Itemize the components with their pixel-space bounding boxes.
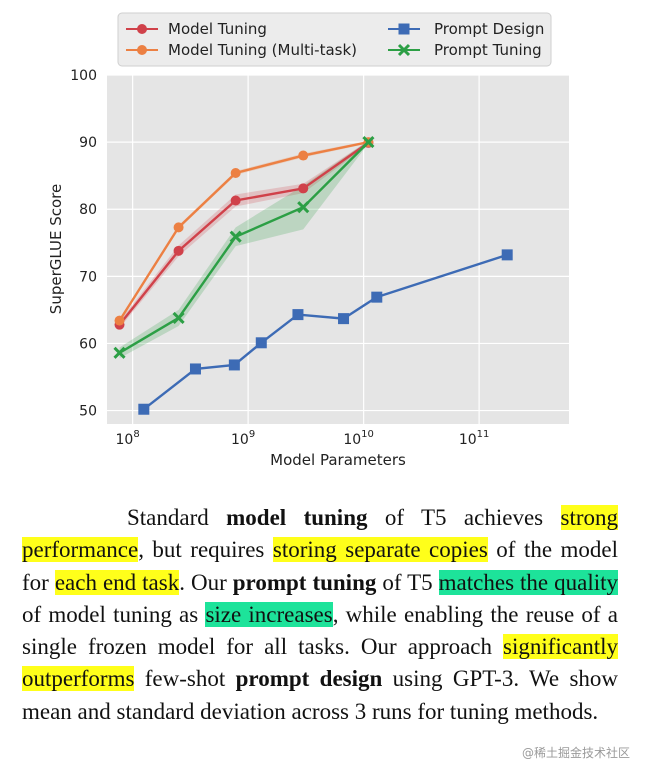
data-point bbox=[501, 249, 513, 261]
caption-highlight-matches-quality: matches the quality bbox=[438, 569, 619, 595]
series-markers bbox=[113, 136, 513, 415]
caption-text: Standard bbox=[127, 505, 227, 530]
data-point bbox=[173, 222, 184, 233]
legend-box bbox=[117, 12, 552, 67]
figure-caption: Standard model tuning of T5 achieves str… bbox=[22, 502, 618, 728]
x-tick-label: 109 bbox=[231, 429, 255, 448]
legend-item-model-tuning: Model Tuning bbox=[126, 20, 267, 38]
data-point bbox=[228, 359, 240, 371]
caption-highlight-storing-copies: storing separate copies bbox=[272, 537, 488, 563]
data-point bbox=[173, 245, 184, 256]
legend-item-model-tuning-multitask: Model Tuning (Multi-task) bbox=[126, 41, 357, 59]
caption-bold-model-tuning: model tuning bbox=[226, 505, 368, 530]
legend-item-prompt-tuning: Prompt Tuning bbox=[388, 41, 542, 59]
series-line bbox=[143, 253, 508, 411]
caption-text: of T5 achieves bbox=[367, 505, 561, 530]
y-tick-label: 100 bbox=[70, 68, 97, 84]
data-point bbox=[229, 230, 242, 243]
data-point bbox=[189, 363, 201, 375]
caption-text: , but requires bbox=[138, 537, 273, 563]
watermark: @稀土掘金技术社区 bbox=[521, 746, 630, 760]
caption-highlight-each-end-task: each end task bbox=[54, 569, 180, 595]
x-tick-exponent: 11 bbox=[477, 429, 490, 440]
caption-bold-prompt-design: prompt design bbox=[235, 666, 383, 692]
data-point bbox=[113, 346, 126, 359]
data-point bbox=[255, 337, 267, 349]
legend-label: Model Tuning bbox=[168, 20, 267, 38]
y-tick-label: 60 bbox=[79, 336, 97, 352]
caption-text: . Our bbox=[179, 569, 233, 595]
legend-marker-circle bbox=[137, 24, 147, 34]
data-point bbox=[371, 291, 383, 303]
data-point bbox=[298, 183, 309, 194]
caption-text: using GPT-3. We show mean and standard d… bbox=[22, 666, 619, 724]
y-tick-label: 90 bbox=[79, 135, 97, 151]
legend-marker-square bbox=[398, 23, 410, 35]
caption-text: of the model for bbox=[22, 537, 619, 595]
x-axis-label: Model Parameters bbox=[270, 451, 406, 469]
x-tick-labels: 108 109 1010 1011 bbox=[116, 429, 490, 448]
caption-bold-prompt-tuning: prompt tuning bbox=[232, 569, 377, 595]
legend-marker-x bbox=[397, 43, 411, 57]
caption-text: , while enabling the reuse of a single f… bbox=[22, 601, 619, 660]
y-tick-label: 80 bbox=[79, 202, 97, 218]
caption-text: of T5 bbox=[376, 569, 439, 595]
grid-lines bbox=[107, 74, 569, 424]
y-tick-labels: 50 60 70 80 90 100 bbox=[70, 68, 97, 420]
x-tick-base: 10 bbox=[231, 432, 249, 448]
data-point bbox=[298, 150, 309, 161]
data-point bbox=[338, 313, 350, 325]
error-band bbox=[119, 140, 369, 359]
legend-label: Prompt Design bbox=[434, 20, 544, 38]
data-point bbox=[297, 201, 310, 214]
data-point bbox=[114, 315, 125, 326]
x-tick-exponent: 9 bbox=[249, 429, 255, 440]
series-lines bbox=[118, 140, 508, 411]
x-tick-exponent: 8 bbox=[133, 429, 139, 440]
x-tick-label: 1010 bbox=[343, 429, 374, 448]
data-point bbox=[172, 311, 185, 325]
plot-background bbox=[107, 75, 569, 424]
caption-text: few-shot bbox=[134, 666, 236, 692]
x-tick-base: 10 bbox=[116, 432, 134, 448]
x-tick-base: 10 bbox=[343, 432, 361, 448]
legend-label: Model Tuning (Multi-task) bbox=[168, 41, 357, 59]
y-axis-label: SuperGLUE Score bbox=[47, 184, 65, 314]
y-tick-label: 50 bbox=[79, 404, 97, 420]
data-point bbox=[138, 403, 150, 415]
x-tick-label: 1011 bbox=[459, 429, 490, 448]
legend-label: Prompt Tuning bbox=[434, 41, 542, 59]
x-tick-exponent: 10 bbox=[361, 429, 374, 440]
data-point bbox=[292, 309, 304, 321]
y-tick-label: 70 bbox=[79, 269, 97, 285]
caption-highlight-size-increases: size increases bbox=[205, 601, 333, 627]
data-point bbox=[362, 136, 375, 149]
legend-item-prompt-design: Prompt Design bbox=[388, 20, 544, 38]
data-point bbox=[230, 167, 241, 178]
x-tick-base: 10 bbox=[459, 432, 477, 448]
legend: Model Tuning Model Tuning (Multi-task) P… bbox=[117, 12, 552, 67]
x-tick-label: 108 bbox=[116, 429, 140, 448]
caption-text: of model tuning as bbox=[22, 601, 206, 627]
legend-marker-circle bbox=[137, 45, 147, 55]
data-point bbox=[230, 195, 241, 206]
